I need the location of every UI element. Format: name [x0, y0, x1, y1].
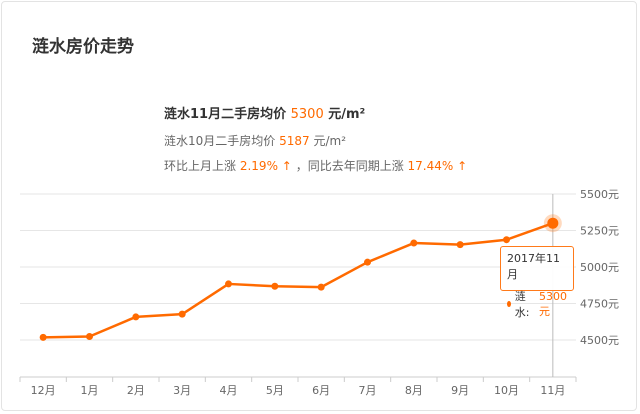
- previous-price-unit: 元/m²: [313, 134, 347, 148]
- data-point: [39, 333, 47, 341]
- x-tick-label: 8月: [405, 384, 423, 397]
- y-tick-label: 5000元: [580, 261, 619, 274]
- current-price-line: 涟水11月二手房均价 5300 元/m²: [164, 103, 467, 125]
- y-tick-label: 5250元: [580, 225, 619, 238]
- y-tick-label: 5500元: [580, 188, 619, 201]
- data-point: [178, 310, 186, 318]
- up-arrow-icon: ↑: [281, 159, 292, 173]
- y-tick-label: 4500元: [580, 334, 619, 347]
- series-dot-icon: [507, 301, 511, 307]
- mom-value: 2.19%: [239, 159, 278, 173]
- data-point: [317, 283, 325, 291]
- previous-price-value: 5187: [279, 134, 310, 148]
- previous-price-label: 涟水10月二手房均价: [164, 134, 276, 148]
- tooltip-series-label: 涟水:: [514, 290, 530, 319]
- highlight-data-point: [547, 217, 559, 229]
- x-tick-label: 12月: [31, 384, 56, 397]
- data-point: [271, 282, 279, 290]
- x-tick-label: 9月: [451, 384, 469, 397]
- x-tick-label: 10月: [494, 384, 519, 397]
- yoy-label: ，同比去年同期上涨: [295, 159, 404, 173]
- current-price-unit: 元/m²: [328, 107, 366, 122]
- x-tick-label: 3月: [173, 384, 191, 397]
- x-tick-label: 5月: [266, 384, 284, 397]
- change-line: 环比上月上涨 2.19% ↑ ，同比去年同期上涨 17.44% ↑: [164, 157, 467, 177]
- x-tick-label: 6月: [312, 384, 330, 397]
- data-point: [410, 239, 418, 247]
- previous-price-line: 涟水10月二手房均价 5187 元/m²: [164, 132, 467, 152]
- data-point: [456, 241, 464, 249]
- up-arrow-icon: ↑: [457, 159, 468, 173]
- yoy-value: 17.44%: [407, 159, 454, 173]
- data-point: [86, 332, 93, 340]
- tooltip-value: 5300元: [539, 289, 567, 318]
- y-tick-label: 4750元: [580, 298, 619, 311]
- x-tick-label: 7月: [359, 384, 377, 397]
- data-point: [364, 258, 371, 266]
- x-tick-label: 2月: [127, 384, 145, 397]
- tooltip-row: 涟水: 5300元: [507, 288, 567, 320]
- mom-label: 环比上月上涨: [164, 159, 237, 173]
- data-point: [132, 313, 140, 321]
- data-point: [503, 236, 510, 244]
- current-price-value: 5300: [290, 107, 324, 122]
- x-tick-label: 1月: [81, 384, 99, 397]
- tooltip-date: 2017年11月: [507, 252, 560, 281]
- chart-tooltip: 2017年11月 涟水: 5300元: [500, 246, 574, 319]
- current-price-label: 涟水11月二手房均价: [164, 107, 287, 122]
- series-line: [43, 222, 554, 339]
- x-tick-label: 11月: [540, 384, 565, 397]
- price-summary: 涟水11月二手房均价 5300 元/m² 涟水10月二手房均价 5187 元/m…: [164, 103, 467, 177]
- page-title: 涟水房价走势: [32, 37, 134, 57]
- data-point: [225, 280, 232, 288]
- x-tick-label: 4月: [220, 384, 238, 397]
